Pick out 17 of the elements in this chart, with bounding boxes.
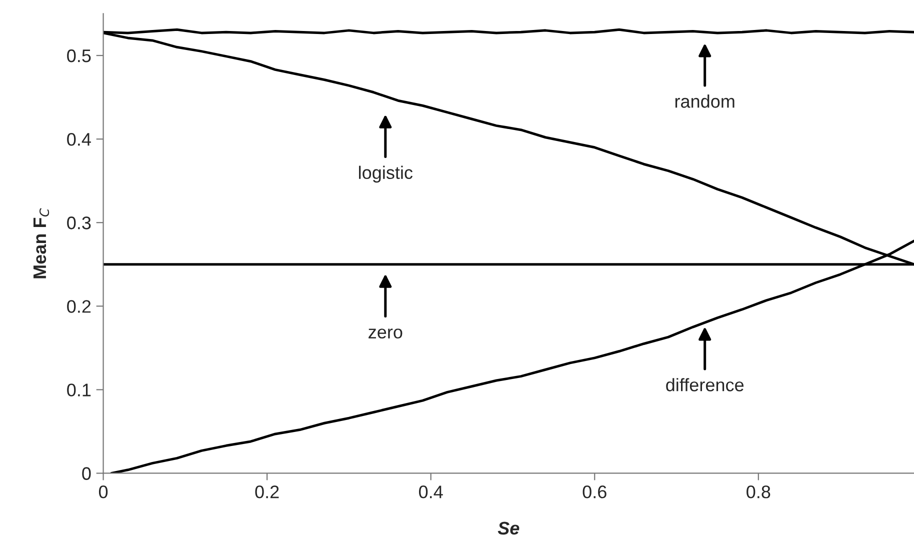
annotation: random [675,94,734,108]
x-tick-label: 0.8 [746,486,770,498]
annotation: logistic [359,166,413,183]
annotation: difference [666,378,744,392]
x-axis-title: Se [498,522,520,535]
x-tick-label: 0 [98,486,108,498]
y-tick-label: 0.3 [67,216,91,230]
x-tick-label: 0.4 [419,486,443,498]
y-axis-title: Mean F$_{C}$ [34,208,50,278]
x-tick-label: 0.6 [582,486,606,498]
y-tick-label: 0.2 [67,300,91,313]
y-tick-label: 0.4 [67,132,91,146]
y-tick-label: 0 [82,467,91,480]
y-tick-label: 0.5 [67,49,91,62]
y-tick-label: 0.1 [67,384,91,396]
annotation: zero [368,328,402,338]
x-tick-label: 0.2 [255,486,279,498]
